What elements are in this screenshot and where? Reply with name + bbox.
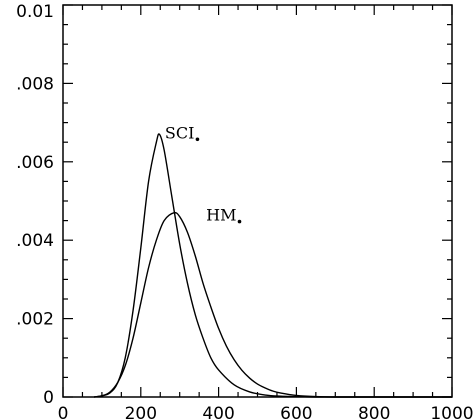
y-tick-label: .006 [16,153,54,173]
curve-label-sci: SCI [165,123,195,142]
curve-label-dot [195,137,200,142]
series-layer [94,133,452,398]
y-tick-label: 0.01 [16,2,54,22]
y-tick-label: .008 [16,74,54,94]
x-tick-label: 400 [202,404,234,420]
y-tick-label: .004 [16,231,54,251]
x-tick-label: 800 [358,404,390,420]
y-tick-label: 0 [43,388,54,408]
curve-label-hm: HM [206,206,236,225]
axis-tick-labels: 0 200 400 600 800 1000 0 .002 .004 .006 .008 0.01 [16,2,473,420]
x-tick-label: 1000 [430,404,473,420]
annotation-layer: SCI HM [165,123,242,225]
x-tick-label: 0 [58,404,69,420]
axis-ticks [62,4,453,398]
y-tick-label: .002 [16,310,54,330]
curve-label-dot [237,219,242,224]
series-line-hm [94,211,452,398]
x-tick-label: 200 [125,404,157,420]
x-tick-label: 600 [280,404,312,420]
series-line-sci [94,133,452,398]
plot-frame [62,4,453,398]
